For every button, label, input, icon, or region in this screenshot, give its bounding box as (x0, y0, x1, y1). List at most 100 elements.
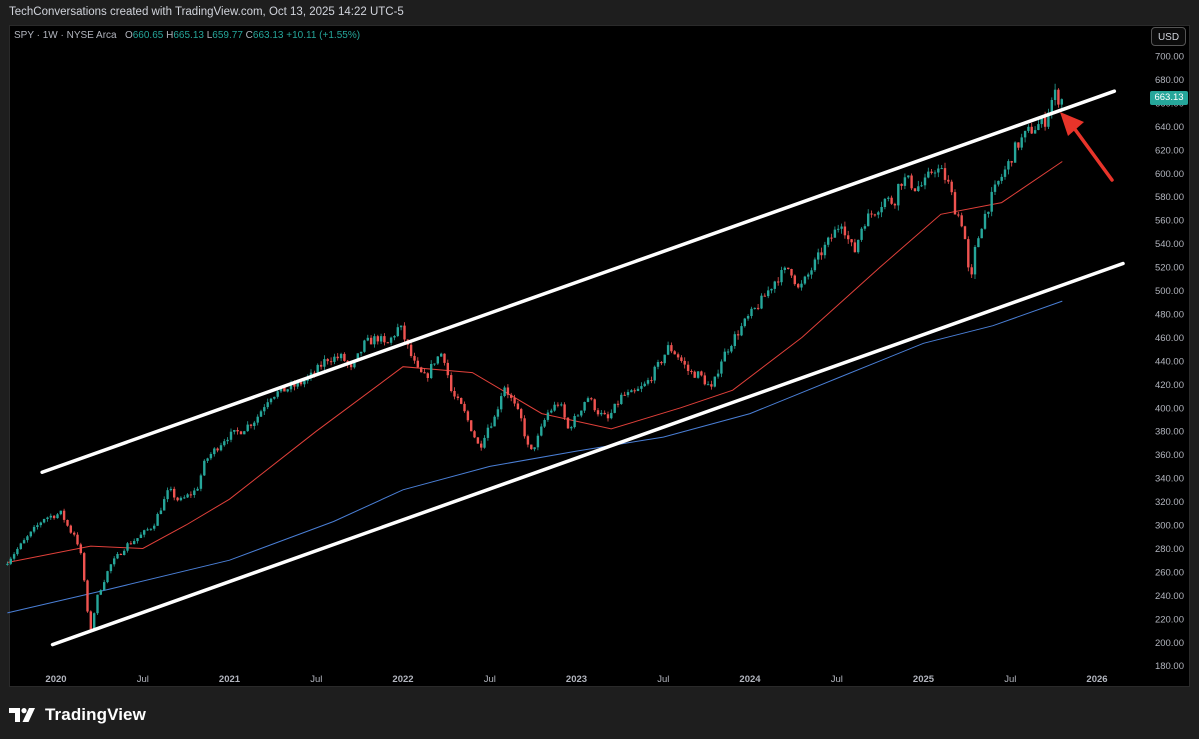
candle-body (216, 448, 219, 451)
y-axis-tick-label: 380.00 (1155, 427, 1184, 438)
candle-body (616, 403, 620, 405)
candle-body (166, 490, 169, 500)
candle-body (249, 424, 253, 426)
candle-body (436, 356, 439, 364)
candle-body (136, 538, 139, 542)
y-axis-tick-label: 700.00 (1155, 52, 1184, 63)
candle-body (636, 388, 640, 391)
candle-body (783, 267, 786, 270)
candle-body (576, 415, 580, 417)
candle-body (106, 571, 109, 583)
candle-body (460, 398, 463, 404)
candle-body (289, 383, 293, 390)
candle-body (676, 354, 680, 358)
candle-body (950, 181, 953, 193)
candle-body (476, 437, 480, 444)
candle-body (173, 488, 176, 498)
candle-body (840, 226, 843, 229)
candle-body (243, 431, 246, 435)
candle-body (533, 447, 536, 450)
y-axis-tick-label: 340.00 (1155, 474, 1184, 485)
candle-body (39, 522, 42, 526)
y-axis-tick-label: 440.00 (1155, 356, 1184, 367)
candle-body (546, 412, 550, 420)
candle-body (256, 416, 259, 423)
x-axis-tick-label: Jul (1004, 674, 1016, 685)
low-value: 659.77 (212, 30, 243, 41)
candle-body (236, 430, 239, 432)
candle-body (146, 529, 149, 531)
candle-body (470, 420, 473, 432)
candle-body (76, 534, 79, 545)
moving-average-blue (7, 300, 1063, 614)
candle-body (613, 403, 616, 413)
candle-body (630, 390, 633, 393)
candle-body (426, 373, 429, 378)
candle-body (633, 390, 636, 392)
currency-button[interactable]: USD (1151, 27, 1186, 46)
candle-body (1057, 89, 1060, 105)
candle-body (693, 371, 696, 378)
candle-body (746, 316, 750, 319)
open-label: O (124, 30, 133, 41)
candle-body (176, 497, 179, 501)
candle-body (700, 371, 703, 376)
tradingview-logo[interactable]: TradingView (9, 705, 146, 725)
candle-body (686, 364, 690, 371)
candle-body (560, 404, 563, 406)
y-axis-tick-label: 600.00 (1155, 169, 1184, 180)
candle-body (1003, 169, 1007, 177)
candle-body (666, 345, 670, 355)
y-axis-tick-label: 480.00 (1155, 310, 1184, 321)
candle-body (850, 239, 853, 243)
candle-body (73, 532, 76, 535)
top-bar: TechConversations created with TradingVi… (0, 0, 1199, 25)
candle-body (1010, 161, 1013, 163)
candle-body (683, 360, 686, 365)
candle-body (863, 226, 867, 229)
candle-body (463, 403, 466, 412)
candle-body (973, 247, 977, 275)
candle-body (987, 211, 990, 214)
candle-body (16, 548, 19, 555)
candle-body (273, 396, 276, 399)
x-axis-tick-label: Jul (831, 674, 843, 685)
candle-body (680, 357, 683, 361)
y-axis-tick-label: 260.00 (1155, 567, 1184, 578)
candle-body (313, 372, 316, 374)
candle-body (993, 184, 997, 192)
candle-body (323, 359, 326, 367)
symbol-label[interactable]: SPY · 1W · NYSE Arca (14, 30, 117, 41)
y-axis-tick-label: 420.00 (1155, 380, 1184, 391)
candle-body (49, 515, 52, 518)
candle-body (570, 427, 573, 429)
candle-body (126, 543, 129, 551)
candle-body (887, 197, 890, 199)
candle-body (83, 553, 86, 581)
candle-body (820, 252, 823, 256)
candle-body (997, 180, 1000, 185)
candle-body (740, 326, 743, 336)
candle-body (736, 334, 740, 336)
candle-body (79, 544, 82, 554)
y-axis-tick-label: 460.00 (1155, 333, 1184, 344)
candle-body (943, 168, 947, 180)
candle-body (209, 454, 213, 459)
candle-body (723, 351, 726, 362)
high-label: H (166, 30, 174, 41)
candle-body (860, 228, 863, 240)
candle-body (640, 386, 643, 389)
candle-body (753, 307, 756, 309)
candle-body (229, 431, 233, 440)
candle-body (790, 269, 793, 276)
candle-body (423, 372, 426, 374)
candle-body (366, 337, 369, 341)
candle-body (530, 444, 533, 450)
candle-body (656, 362, 660, 367)
candle-body (149, 528, 153, 530)
candle-body (870, 213, 873, 215)
candle-body (196, 488, 199, 491)
candle-body (503, 387, 506, 396)
candle-body (186, 494, 189, 498)
